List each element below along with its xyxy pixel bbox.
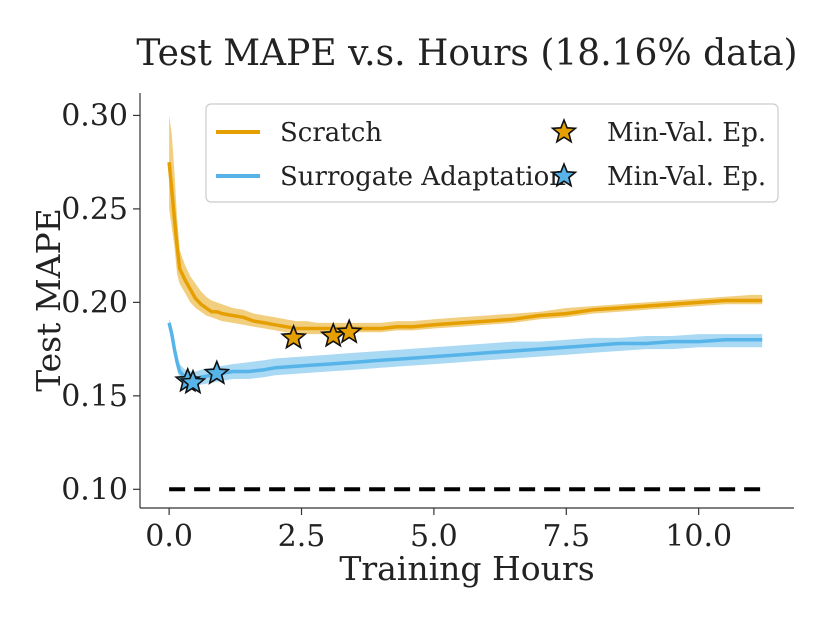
y-tick-label: 0.25 <box>61 192 128 227</box>
legend-star-icon-surrogate <box>550 161 578 188</box>
legend-star-icon-scratch <box>550 117 578 144</box>
y-tick-label: 0.10 <box>61 472 128 507</box>
legend-label-scratch: Scratch <box>280 118 382 148</box>
legend-star-scratch <box>550 117 578 144</box>
y-axis-title: Test MAPE <box>29 208 68 392</box>
min-val-star-scratch-0 <box>280 323 308 350</box>
y-tick-label: 0.30 <box>61 98 128 133</box>
legend-box <box>205 103 779 203</box>
legend-star-surrogate <box>550 161 578 188</box>
y-tick-label: 0.15 <box>61 379 128 414</box>
plot-area <box>167 115 763 492</box>
legend-label-minval-scratch: Min-Val. Ep. <box>607 118 766 148</box>
x-tick-label: 2.5 <box>278 519 326 554</box>
x-tick-label: 7.5 <box>542 519 590 554</box>
y-tick-label: 0.20 <box>61 285 128 320</box>
series-line-scratch <box>167 162 763 331</box>
x-tick-label: 10.0 <box>665 519 732 554</box>
series-band-scratch <box>169 115 763 335</box>
chart-title: Test MAPE v.s. Hours (18.16% data) <box>136 33 797 74</box>
min-val-star-surrogate-adaptation-2 <box>203 359 231 385</box>
ticks: 0.0 2.5 5.0 7.5 10.0 0.10 0.15 0.20 0.25 0.30 <box>61 98 732 554</box>
legend-label-surrogate: Surrogate Adaptation <box>280 162 566 192</box>
x-tick-label: 0.0 <box>145 519 193 554</box>
x-axis-title: Training Hours <box>339 549 594 588</box>
legend-label-minval-surrogate: Min-Val. Ep. <box>607 162 766 192</box>
legend: Scratch Surrogate Adaptation Min-Val. Ep… <box>205 103 779 203</box>
min-val-star-surrogate-adaptation-1 <box>179 368 207 395</box>
min-val-star-scratch-2 <box>335 318 363 344</box>
x-tick-label: 5.0 <box>410 519 458 554</box>
